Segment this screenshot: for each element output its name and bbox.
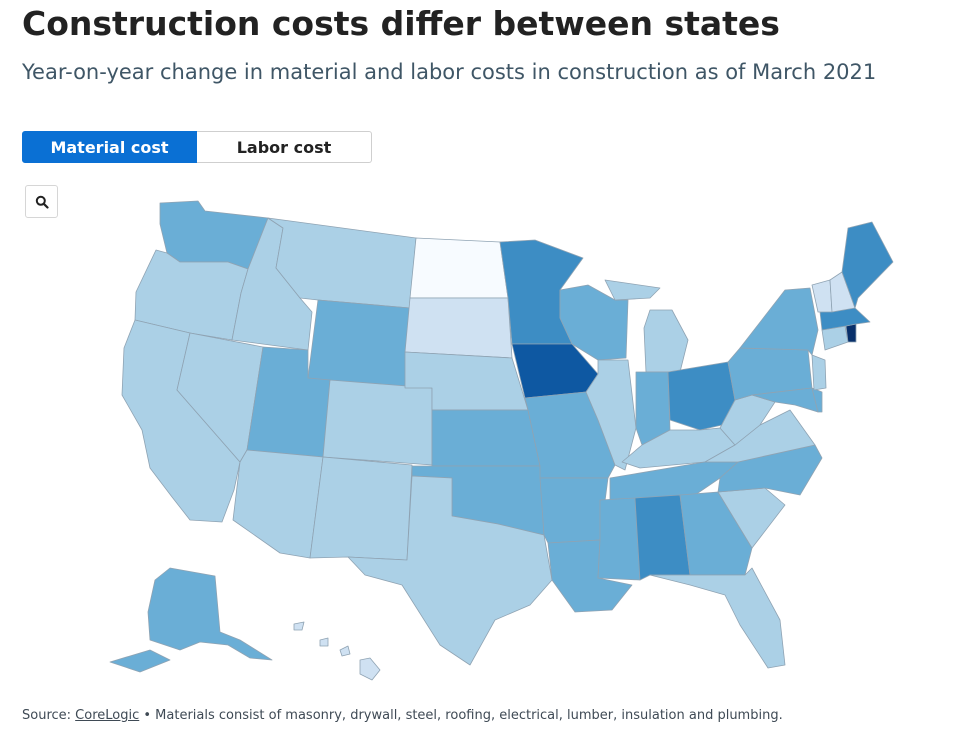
state-ms[interactable] bbox=[597, 497, 641, 581]
state-ga[interactable] bbox=[679, 491, 753, 576]
tab-labor-cost[interactable]: Labor cost bbox=[197, 131, 372, 163]
chart-subtitle: Year-on-year change in material and labo… bbox=[22, 60, 877, 84]
chart-title: Construction costs differ between states bbox=[22, 4, 780, 43]
search-icon bbox=[35, 195, 49, 209]
state-il[interactable] bbox=[585, 359, 637, 471]
state-ar[interactable] bbox=[539, 477, 609, 544]
tab-material-cost[interactable]: Material cost bbox=[22, 131, 197, 163]
state-nm[interactable] bbox=[309, 456, 413, 561]
state-md[interactable] bbox=[751, 387, 819, 413]
state-tx[interactable] bbox=[347, 475, 553, 666]
state-fl[interactable] bbox=[649, 567, 786, 669]
cost-type-toggle: Material cost Labor cost bbox=[22, 131, 372, 163]
state-vt[interactable] bbox=[811, 279, 833, 313]
source-link[interactable]: CoreLogic bbox=[75, 708, 140, 723]
state-co[interactable] bbox=[322, 379, 433, 466]
state-nd[interactable] bbox=[409, 237, 509, 299]
zoom-button[interactable] bbox=[25, 185, 58, 218]
state-ny[interactable] bbox=[739, 287, 819, 356]
state-ks[interactable] bbox=[431, 409, 541, 467]
state-az[interactable] bbox=[232, 449, 324, 559]
state-wy[interactable] bbox=[307, 299, 411, 389]
state-sd[interactable] bbox=[404, 297, 513, 359]
source-prefix: Source: bbox=[22, 708, 76, 723]
state-de[interactable] bbox=[811, 387, 823, 413]
source-description: • Materials consist of masonry, drywall,… bbox=[139, 708, 783, 723]
state-ri[interactable] bbox=[845, 323, 857, 343]
state-me[interactable] bbox=[841, 221, 894, 309]
state-hi[interactable] bbox=[293, 621, 381, 681]
source-note: Source: CoreLogic • Materials consist of… bbox=[22, 708, 783, 723]
state-wi[interactable] bbox=[559, 284, 629, 361]
state-ak[interactable] bbox=[109, 567, 273, 673]
state-nj[interactable] bbox=[811, 354, 827, 391]
